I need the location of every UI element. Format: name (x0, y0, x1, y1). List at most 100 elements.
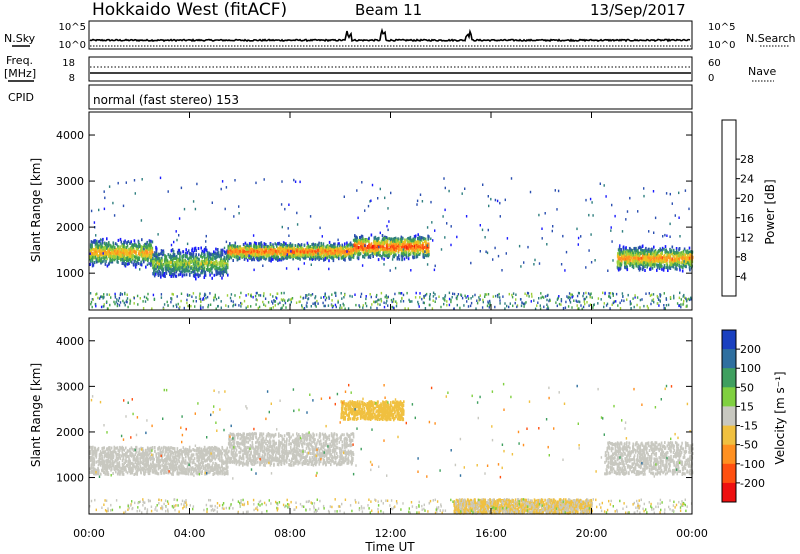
power-cell (320, 253, 323, 257)
power-cell (155, 249, 158, 253)
power-cell (306, 305, 308, 308)
power-cell (460, 293, 462, 296)
power-cell (132, 254, 135, 258)
power-cell (272, 295, 274, 298)
power-cell (334, 291, 336, 295)
power-cell (221, 249, 223, 253)
power-cell (671, 245, 674, 249)
power-cell (268, 247, 270, 251)
power-cell (619, 267, 621, 271)
power-cell (235, 253, 238, 257)
power-cell (602, 291, 604, 295)
power-cell (208, 255, 210, 259)
power-cell (330, 251, 333, 255)
power-cell (298, 252, 300, 256)
power-cell (160, 296, 163, 299)
power-cell (425, 248, 427, 252)
power-cell (206, 295, 209, 299)
power-cell (235, 255, 237, 259)
power-cell (276, 297, 278, 300)
power-cell (200, 246, 202, 250)
power-cell (415, 253, 418, 256)
power-cell (322, 245, 325, 249)
power-cell (306, 250, 309, 254)
power-cell (219, 253, 221, 257)
power-cell (498, 292, 500, 296)
power-cell (389, 250, 391, 254)
power-cell (354, 239, 356, 243)
power-cell (682, 295, 684, 298)
power-cell (199, 292, 201, 295)
power-cell (678, 247, 681, 251)
power-cell (243, 255, 245, 258)
power-cell (226, 257, 228, 261)
power-cell (656, 263, 658, 267)
power-cell (209, 303, 212, 306)
power-cell (582, 294, 584, 298)
power-cell (202, 298, 204, 301)
noise-left-tick-bottom: 10^0 (59, 40, 86, 51)
power-cell (158, 266, 161, 269)
power-cell (343, 244, 346, 248)
power-cell (299, 295, 302, 299)
power-cell (263, 250, 266, 254)
power-cell (184, 264, 186, 268)
power-cell (642, 256, 644, 260)
power-cell (661, 256, 664, 260)
power-cell (523, 305, 525, 308)
power-cell (118, 304, 121, 307)
power-cell (143, 244, 145, 248)
power-cell (203, 267, 205, 270)
power-cell (346, 244, 349, 248)
power-cell (182, 263, 184, 267)
power-cell (324, 294, 326, 297)
power-cell (206, 250, 209, 254)
power-cell (103, 242, 106, 246)
power-cell (637, 246, 640, 250)
power-cell (161, 266, 163, 270)
power-cell (210, 266, 212, 270)
power-cell (654, 251, 657, 255)
power-cell (300, 243, 303, 247)
power-cell (324, 298, 327, 302)
power-cell (622, 245, 625, 249)
power-cell (329, 249, 332, 253)
power-cell (103, 254, 106, 258)
power-cell (685, 305, 687, 308)
power-cell (128, 258, 131, 262)
power-cell (681, 255, 684, 258)
power-cell (150, 249, 153, 253)
power-cell (418, 235, 421, 239)
power-cell (181, 259, 184, 263)
power-cell (461, 296, 464, 300)
power-cell (129, 255, 132, 258)
power-cell (377, 237, 379, 241)
power-cell (667, 269, 669, 272)
power-cell (176, 268, 178, 272)
power-cell (337, 249, 339, 253)
power-cell (422, 253, 425, 257)
power-cell (243, 257, 246, 261)
power-cell (192, 274, 195, 278)
power-cell (245, 256, 247, 260)
power-cell (323, 258, 325, 262)
power-cell (337, 255, 340, 259)
power-cell (277, 249, 279, 253)
power-cell (302, 296, 305, 300)
power-cell (419, 245, 421, 249)
power-cell (680, 251, 683, 255)
power-cell (213, 261, 215, 264)
power-cell (641, 245, 644, 248)
power-cell (216, 268, 219, 272)
power-cell (402, 249, 405, 253)
power-cell (272, 306, 274, 309)
power-cell (290, 297, 293, 301)
power-cell (520, 304, 523, 308)
power-cell (369, 250, 371, 254)
power-cell (419, 241, 422, 245)
power-cell (669, 297, 672, 300)
power-cell (373, 250, 376, 254)
power-cell (409, 251, 412, 255)
power-cell (202, 263, 205, 267)
power-cell (386, 246, 388, 249)
